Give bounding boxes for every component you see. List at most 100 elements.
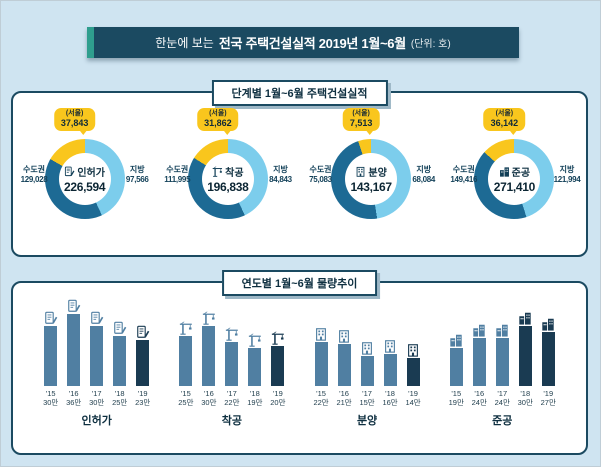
bar [337, 344, 351, 386]
seoul-value: 37,843 [60, 118, 89, 129]
bar [90, 326, 104, 386]
bar-column: '18 30만 [514, 311, 537, 407]
bar-value-label: 19만 [448, 398, 464, 407]
donut-center: 착공 196,838 [188, 139, 268, 219]
bar-column: '18 16만 [379, 339, 402, 407]
bar-groups-row: '15 30만 '16 36만 '17 30만 '18 25만 '19 23만 인허가 '15 25… [13, 283, 586, 428]
completion-icon [449, 333, 463, 348]
page-title: 전국 주택건설실적 2019년 1월~6월 [218, 36, 406, 51]
region-label: 지방 84,843 [263, 165, 299, 185]
bar-value-label: 20만 [270, 398, 286, 407]
bar-year-label: '16 [68, 389, 79, 398]
metro-label: 수도권 75,083 [301, 165, 341, 185]
bar-chart: '15 25만 '16 30만 '17 22만 '18 19만 '19 20만 [174, 311, 289, 407]
bar-column: '19 14만 [402, 343, 425, 407]
crane-icon [179, 321, 193, 336]
bar-column: '15 25만 [174, 321, 197, 407]
bar-year-label: '16 [339, 389, 349, 398]
bar-column: '16 24만 [468, 323, 491, 407]
donut-chart [331, 139, 412, 219]
bar [495, 338, 509, 386]
donut-title: 인허가 [64, 164, 105, 179]
permit-icon [136, 325, 150, 340]
bar [136, 340, 150, 386]
bar-year-label: '16 [474, 389, 485, 398]
bar-column: '17 30만 [85, 311, 108, 407]
bar-value-label: 23만 [135, 398, 151, 407]
bar-year-label: '15 [451, 389, 462, 398]
donut-chart [187, 139, 268, 219]
bar-year-label: '19 [408, 389, 418, 398]
stage-chart-permits: (서울) 37,843 인허가 226,594 수도권 129,028 지방 [13, 99, 156, 255]
trend-group-starts: '15 25만 '16 30만 '17 22만 '18 19만 '19 20만 착공 [174, 311, 289, 428]
bar-year-label: '15 [316, 389, 326, 398]
stage-chart-completions: (서울) 36,142 준공 271,410 수도권 149,416 지방 [443, 99, 586, 255]
stage-chart-starts: (서울) 31,862 착공 196,838 수도권 111,995 지방 [156, 99, 299, 255]
bar-chart: '15 19만 '16 24만 '17 24만 '18 30만 '19 27만 [445, 311, 560, 407]
bar-year-label: '19 [272, 389, 283, 398]
bar-year-label: '17 [362, 389, 372, 398]
region-name: 지방 [129, 165, 145, 174]
donut-total: 143,167 [350, 180, 392, 194]
bar-column: '16 30만 [197, 311, 220, 407]
bar-column: '18 25만 [108, 321, 131, 407]
group-label: 인허가 [81, 415, 112, 427]
bar-year-label: '18 [249, 389, 260, 398]
bar-column: '19 27만 [537, 317, 560, 407]
bar-value-label: 16만 [382, 398, 398, 407]
bar-column: '17 15만 [356, 341, 379, 407]
bar-column: '16 36만 [62, 299, 85, 407]
region-label: 지방 68,084 [406, 165, 442, 185]
bar-year-label: '17 [497, 389, 508, 398]
permit-icon [64, 166, 75, 177]
metro-value: 149,416 [450, 175, 478, 184]
building-icon [360, 341, 374, 356]
bar-column: '16 21만 [333, 329, 356, 407]
bar [472, 338, 486, 386]
bar-value-label: 30만 [201, 398, 217, 407]
seoul-label: (서울) [209, 110, 227, 117]
bar-year-label: '16 [203, 389, 214, 398]
donut-title-text: 착공 [225, 168, 244, 179]
permit-icon [90, 311, 104, 326]
bar [248, 348, 262, 386]
donut-chart [44, 139, 125, 219]
bar-year-label: '19 [137, 389, 148, 398]
bar-year-label: '19 [543, 389, 554, 398]
building-icon [314, 327, 328, 342]
seoul-callout: (서울) 7,513 [342, 108, 380, 136]
completion-icon [541, 317, 555, 332]
donut-center: 분양 143,167 [331, 139, 411, 219]
building-icon [406, 343, 420, 358]
metro-value: 75,083 [309, 175, 332, 184]
seoul-callout: (서울) 37,843 [53, 108, 96, 136]
donut-center: 인허가 226,594 [45, 139, 125, 219]
bar-column: '18 19만 [243, 333, 266, 407]
bar [44, 326, 58, 386]
header-ribbon: 한눈에 보는 전국 주택건설실적 2019년 1월~6월 (단위: 호) [87, 27, 519, 58]
trend-group-completions: '15 19만 '16 24만 '17 24만 '18 30만 '19 27만 준공 [445, 311, 560, 428]
building-icon [355, 166, 366, 177]
bar [383, 354, 397, 386]
bar [541, 332, 555, 386]
region-value: 84,843 [269, 175, 292, 184]
completion-icon [472, 323, 486, 338]
bar [179, 336, 193, 386]
bar-value-label: 19만 [247, 398, 263, 407]
seoul-callout: (서울) 36,142 [483, 108, 526, 136]
ribbon-accent [87, 27, 94, 58]
region-label: 지방 97,566 [119, 165, 155, 185]
donut-total: 196,838 [207, 180, 249, 194]
bar-column: '15 30만 [39, 311, 62, 407]
bar [360, 356, 374, 386]
seoul-value: 7,513 [349, 118, 373, 129]
donut-total: 226,594 [63, 180, 106, 194]
bar [202, 326, 216, 386]
crane-icon [212, 166, 223, 177]
trend-group-permits: '15 30만 '16 36만 '17 30만 '18 25만 '19 23만 인허가 [39, 299, 154, 428]
bar-value-label: 27만 [540, 398, 556, 407]
donut-title-text: 준공 [511, 168, 531, 179]
stage-chart-sales: (서울) 7,513 분양 143,167 수도권 75,083 지방 [300, 99, 443, 255]
bar-year-label: '18 [114, 389, 125, 398]
donut-title: 분양 [355, 164, 387, 179]
